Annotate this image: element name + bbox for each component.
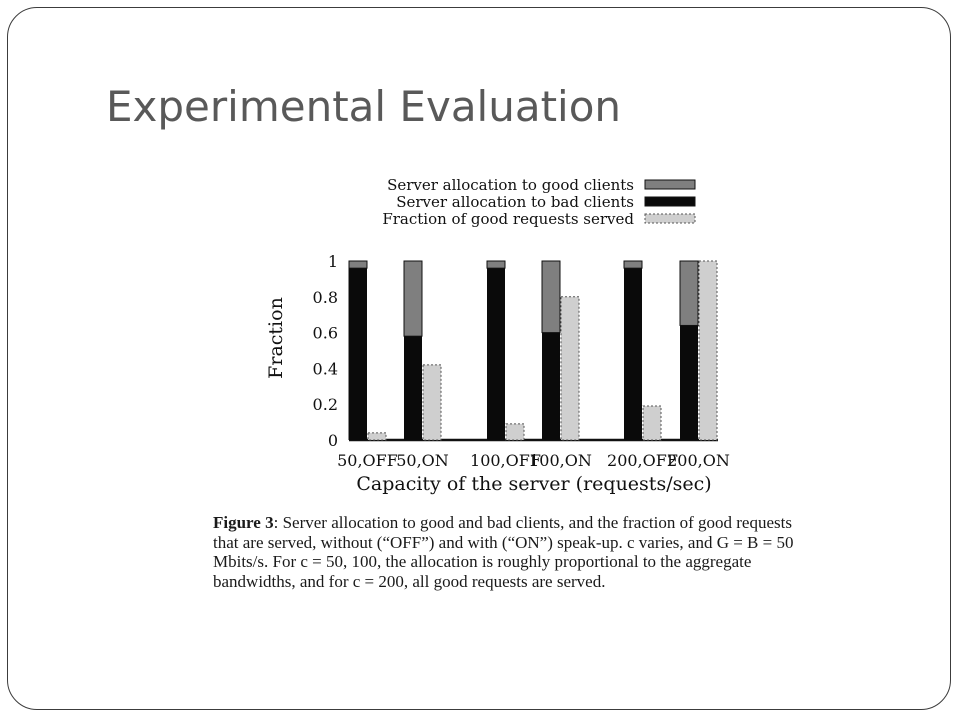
- y-tick-label-0-4: 0.4: [313, 359, 338, 378]
- y-tick-label-1: 1: [328, 252, 338, 271]
- bar-fraction-200-on: [698, 260, 718, 441]
- bar-fraction-200-off: [642, 405, 662, 441]
- slide-frame: [7, 7, 951, 710]
- legend-swatch-server-allocation-to-good-clients: [644, 179, 696, 190]
- bar-good-200-on: [679, 260, 699, 326]
- x-tick-label-100-off: 100,OFF: [470, 451, 541, 470]
- bar-good-50-on: [403, 260, 423, 337]
- bar-bad-100-on: [542, 332, 560, 440]
- figure-caption: Figure 3: Server allocation to good and …: [213, 513, 803, 591]
- y-tick-label-0-8: 0.8: [313, 288, 338, 307]
- slide-title: Experimental Evaluation: [106, 82, 622, 131]
- caption-text: : Server allocation to good and bad clie…: [213, 513, 794, 591]
- bar-bad-200-off: [624, 268, 642, 440]
- legend-label-server-allocation-to-good-clients: Server allocation to good clients: [387, 176, 634, 194]
- bar-fraction-100-off: [505, 423, 525, 441]
- x-tick-label-100-on: 100,ON: [529, 451, 592, 470]
- bar-good-50-off: [348, 260, 368, 269]
- bar-bad-100-off: [487, 268, 505, 440]
- bar-fraction-50-off: [367, 432, 387, 441]
- chart-bars: [348, 260, 718, 441]
- chart-x-axis-label: Capacity of the server (requests/sec): [356, 473, 711, 495]
- chart-legend: Server allocation to good clientsServer …: [382, 176, 696, 228]
- legend-label-fraction-of-good-requests-served: Fraction of good requests served: [382, 210, 634, 228]
- bar-good-100-on: [541, 260, 561, 334]
- x-tick-label-50-off: 50,OFF: [337, 451, 398, 470]
- y-tick-label-0-6: 0.6: [313, 324, 338, 343]
- bar-good-100-off: [486, 260, 506, 269]
- bar-fraction-100-on: [560, 296, 580, 441]
- x-tick-label-200-off: 200,OFF: [607, 451, 678, 470]
- chart-y-axis-label: Fraction: [265, 297, 287, 379]
- bar-fraction-50-on: [422, 364, 442, 441]
- caption-label: Figure 3: [213, 513, 274, 532]
- bar-bad-200-on: [680, 325, 698, 440]
- bar-bad-50-off: [349, 268, 367, 440]
- x-tick-label-50-on: 50,ON: [396, 451, 449, 470]
- bar-bad-50-on: [404, 336, 422, 440]
- y-tick-label-0: 0: [328, 431, 338, 450]
- legend-label-server-allocation-to-bad-clients: Server allocation to bad clients: [396, 193, 634, 211]
- x-tick-label-200-on: 200,ON: [667, 451, 730, 470]
- chart-y-tick-labels: 0 0.2 0.4 0.6 0.8 1: [313, 252, 338, 450]
- legend-swatch-server-allocation-to-bad-clients: [644, 196, 696, 207]
- y-tick-label-0-2: 0.2: [313, 395, 338, 414]
- bar-good-200-off: [623, 260, 643, 269]
- legend-swatch-fraction-of-good-requests-served: [644, 213, 696, 224]
